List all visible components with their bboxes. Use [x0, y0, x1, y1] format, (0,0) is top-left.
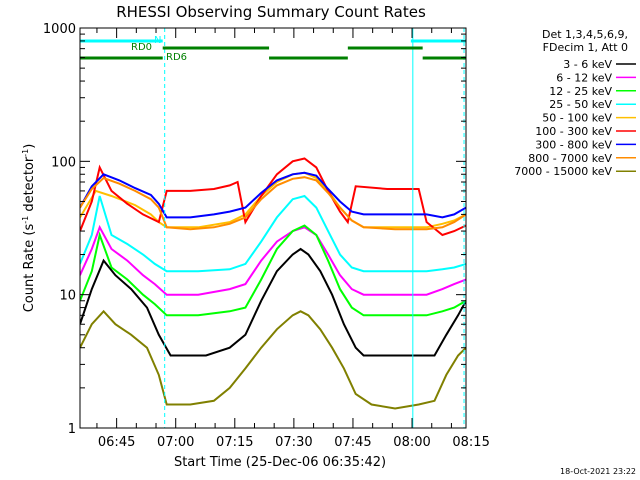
flag-label-n: N: [154, 35, 161, 46]
series-line-1: [80, 224, 466, 296]
legend-label-5: 100 - 300 keV: [535, 125, 612, 138]
x-tick-label-0730: 07:30: [275, 435, 312, 450]
flag-label-rd0: RD0: [131, 42, 152, 53]
x-axis-label: Start Time (25-Dec-06 06:35:42): [174, 455, 386, 470]
plot-frame: [79, 27, 467, 429]
series-layer: [80, 157, 466, 410]
legend-header-2: FDecim 1, Att 0: [543, 41, 628, 54]
x-tick-label-0800: 08:00: [393, 435, 430, 450]
series-line-0: [80, 247, 466, 357]
y-tick-label-1: 1: [68, 422, 76, 437]
legend: Det 1,3,4,5,6,9, FDecim 1, Att 0 3 - 6 k…: [514, 28, 636, 178]
series-line-7: [80, 176, 466, 231]
series-line-8: [80, 309, 466, 410]
y-tick-label-100: 100: [51, 155, 76, 170]
legend-label-0: 3 - 6 keV: [563, 58, 612, 71]
legend-label-6: 300 - 800 keV: [535, 138, 612, 151]
chart-title: RHESSI Observing Summary Count Rates: [116, 3, 426, 21]
timestamp: 18-Oct-2021 23:22: [560, 467, 636, 476]
series-line-5: [80, 157, 466, 237]
y-tick-label-1000: 1000: [43, 22, 76, 37]
x-axis: 06:45 07:00 07:15 07:30 07:45 08:00 08:15: [96, 28, 490, 450]
series-line-2: [80, 224, 466, 317]
x-tick-label-0715: 07:15: [216, 435, 253, 450]
x-tick-label-0815: 08:15: [452, 435, 489, 450]
x-tick-label-0745: 07:45: [334, 435, 371, 450]
legend-header-1: Det 1,3,4,5,6,9,: [542, 28, 628, 41]
legend-label-1: 6 - 12 keV: [556, 71, 612, 84]
flag-label-rd6: RD6: [166, 52, 187, 63]
y-tick-label-10: 10: [59, 289, 76, 304]
y-axis-label: Count Rate (s-1 detector-1): [21, 144, 37, 313]
legend-label-3: 25 - 50 keV: [549, 98, 612, 111]
y-axis: 1 10 100 1000: [43, 22, 466, 437]
legend-label-2: 12 - 25 keV: [549, 85, 612, 98]
series-line-3: [80, 194, 466, 273]
legend-label-7: 800 - 7000 keV: [528, 152, 612, 165]
series-line-6: [80, 171, 466, 219]
legend-label-8: 7000 - 15000 keV: [514, 165, 612, 178]
x-tick-label-0700: 07:00: [157, 435, 194, 450]
legend-label-4: 50 - 100 keV: [542, 112, 612, 125]
x-tick-label-0645: 06:45: [98, 435, 135, 450]
